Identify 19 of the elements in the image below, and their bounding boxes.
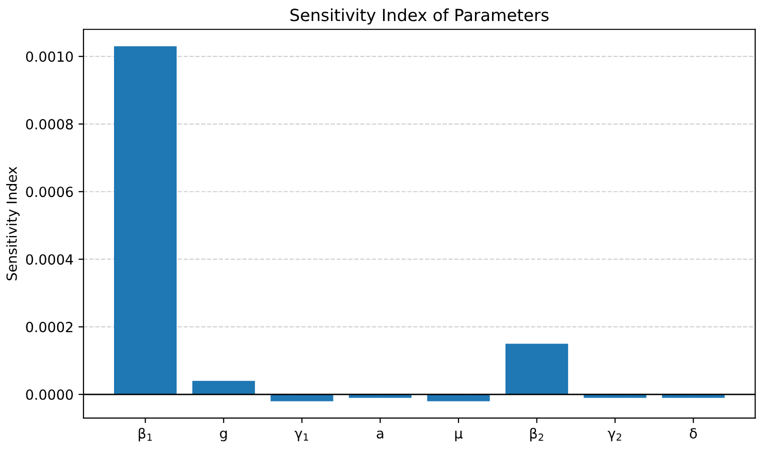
- bar: [192, 380, 255, 394]
- x-tick-label: β$_{1}$: [138, 428, 152, 442]
- y-tick-label: 0.0006: [26, 186, 73, 198]
- chart-title: Sensitivity Index of Parameters: [290, 8, 549, 25]
- y-tick-label: 0.0010: [26, 51, 73, 62]
- y-tick-label: 0.0008: [26, 118, 73, 130]
- x-tick-label: γ$_{2}$: [608, 430, 622, 442]
- bar: [505, 344, 568, 394]
- x-tick-label: a: [376, 430, 384, 439]
- y-axis-title: Sensitivity Index: [6, 166, 20, 280]
- y-tick-label: 0.0002: [26, 322, 72, 332]
- x-tick-label: β$_{2}$: [530, 428, 544, 442]
- y-tick-label: 0.0000: [26, 389, 73, 400]
- x-tick-label: δ: [690, 428, 697, 439]
- x-tick-label: μ: [455, 430, 463, 442]
- x-tick-label: g: [220, 430, 227, 442]
- x-tick-label: γ$_{1}$: [294, 430, 308, 442]
- bar: [114, 46, 177, 394]
- y-tick-label: 0.0004: [26, 254, 73, 265]
